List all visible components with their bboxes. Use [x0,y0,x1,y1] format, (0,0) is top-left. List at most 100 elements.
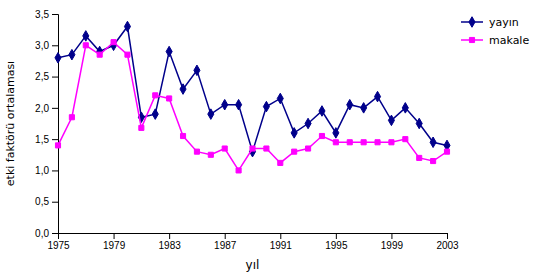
x-tick: 1999 [381,233,404,251]
x-tick-mark [447,233,448,239]
x-tick-label: 1975 [47,240,70,251]
x-tick-mark [336,233,337,239]
y-tick-label: 3,5 [35,9,49,20]
x-tick-mark [114,233,115,239]
x-tick: 2003 [436,233,459,251]
series-marker [236,168,241,173]
y-tick: 0,5 [35,196,58,207]
legend-item: yayın [461,16,519,29]
series-marker [306,146,311,151]
series-marker [333,140,338,145]
y-tick-mark [52,202,58,203]
series-marker [319,106,325,117]
y-tick: 0,0 [35,228,58,239]
x-tick: 1979 [103,233,126,251]
series-line [58,42,447,170]
series-marker [305,118,311,129]
series-marker [361,140,366,145]
x-tick-mark [169,233,170,239]
series-marker [55,53,61,64]
y-tick-mark [52,108,58,109]
series-marker [250,146,255,151]
x-tick-label: 1987 [214,240,237,251]
y-tick-mark [52,170,58,171]
series-marker [402,103,408,114]
series-marker [278,160,283,165]
series-marker [194,149,199,154]
series-marker [277,93,283,104]
y-tick: 1,0 [35,165,58,176]
series-marker [222,146,227,151]
x-tick: 1991 [270,233,293,251]
y-axis: 0,0 0,5 1,0 1,5 2,0 2,5 3,0 3,5 [35,9,58,239]
series-marker [111,40,116,45]
series-marker [431,158,436,163]
series-marker [166,46,172,57]
y-tick-label: 3,0 [35,40,49,51]
series-marker [180,84,186,95]
chart: 1975 1979 1983 1987 1991 1995 1999 2003 0,0 0,5 1,… [0,0,547,275]
y-axis-line [52,15,59,234]
series-marker [180,133,185,138]
y-tick-label: 0,5 [35,196,49,207]
series-marker [194,65,200,76]
x-tick-mark [280,233,281,239]
series-marker [403,137,408,142]
x-axis: 1975 1979 1983 1987 1991 1995 1999 2003 [47,233,459,251]
x-tick-label: 2003 [436,240,459,251]
series-marker [111,40,117,51]
series-marker [139,125,144,130]
series-marker [361,103,367,114]
x-axis-title: yıl [246,258,260,272]
legend-label: yayın [489,16,519,29]
series-marker [430,137,436,148]
plot: 1975 1979 1983 1987 1991 1995 1999 2003 0,0 0,5 1,… [35,9,459,251]
series-marker [69,49,75,60]
legend-label: makale [489,34,529,47]
series-marker [416,118,422,129]
x-tick-mark [391,233,392,239]
series-marker [125,52,130,57]
y-tick: 3,0 [35,40,58,51]
x-tick-label: 1983 [159,240,182,251]
legend-marker [469,17,475,28]
series-marker [374,91,380,102]
series-marker [292,149,297,154]
legend: yayın makale [461,16,529,47]
series-marker [319,133,324,138]
series-marker [388,115,394,126]
legend-marker [469,37,474,42]
x-axis-line [59,234,448,240]
y-axis-title: etki faktörü ortalaması [4,61,17,186]
x-tick: 1983 [159,233,182,251]
series-marker [208,152,213,157]
y-tick-mark [52,233,58,234]
y-tick-mark [52,77,58,78]
marks [55,21,450,173]
series-marker [444,149,449,154]
y-tick-mark [52,139,58,140]
series-marker [167,96,172,101]
x-tick-label: 1995 [325,240,348,251]
series-marker [333,128,339,139]
series-marker [124,21,130,32]
series-marker [97,46,103,57]
y-tick-label: 2,0 [35,103,49,114]
y-tick-label: 0,0 [35,228,49,239]
series-marker [264,146,269,151]
y-tick: 2,0 [35,103,58,114]
series-marker [389,140,394,145]
x-tick-label: 1991 [270,240,293,251]
x-tick: 1987 [214,233,237,251]
series-marker [417,155,422,160]
series-marker [291,128,297,139]
x-tick-label: 1999 [381,240,404,251]
series-marker [55,143,60,148]
series-marker [347,140,352,145]
y-tick-mark [52,45,58,46]
y-tick-label: 1,5 [35,134,49,145]
y-tick: 3,5 [35,9,58,20]
x-tick: 1975 [47,233,70,251]
x-tick-label: 1979 [103,240,126,251]
y-tick-label: 2,5 [35,71,49,82]
